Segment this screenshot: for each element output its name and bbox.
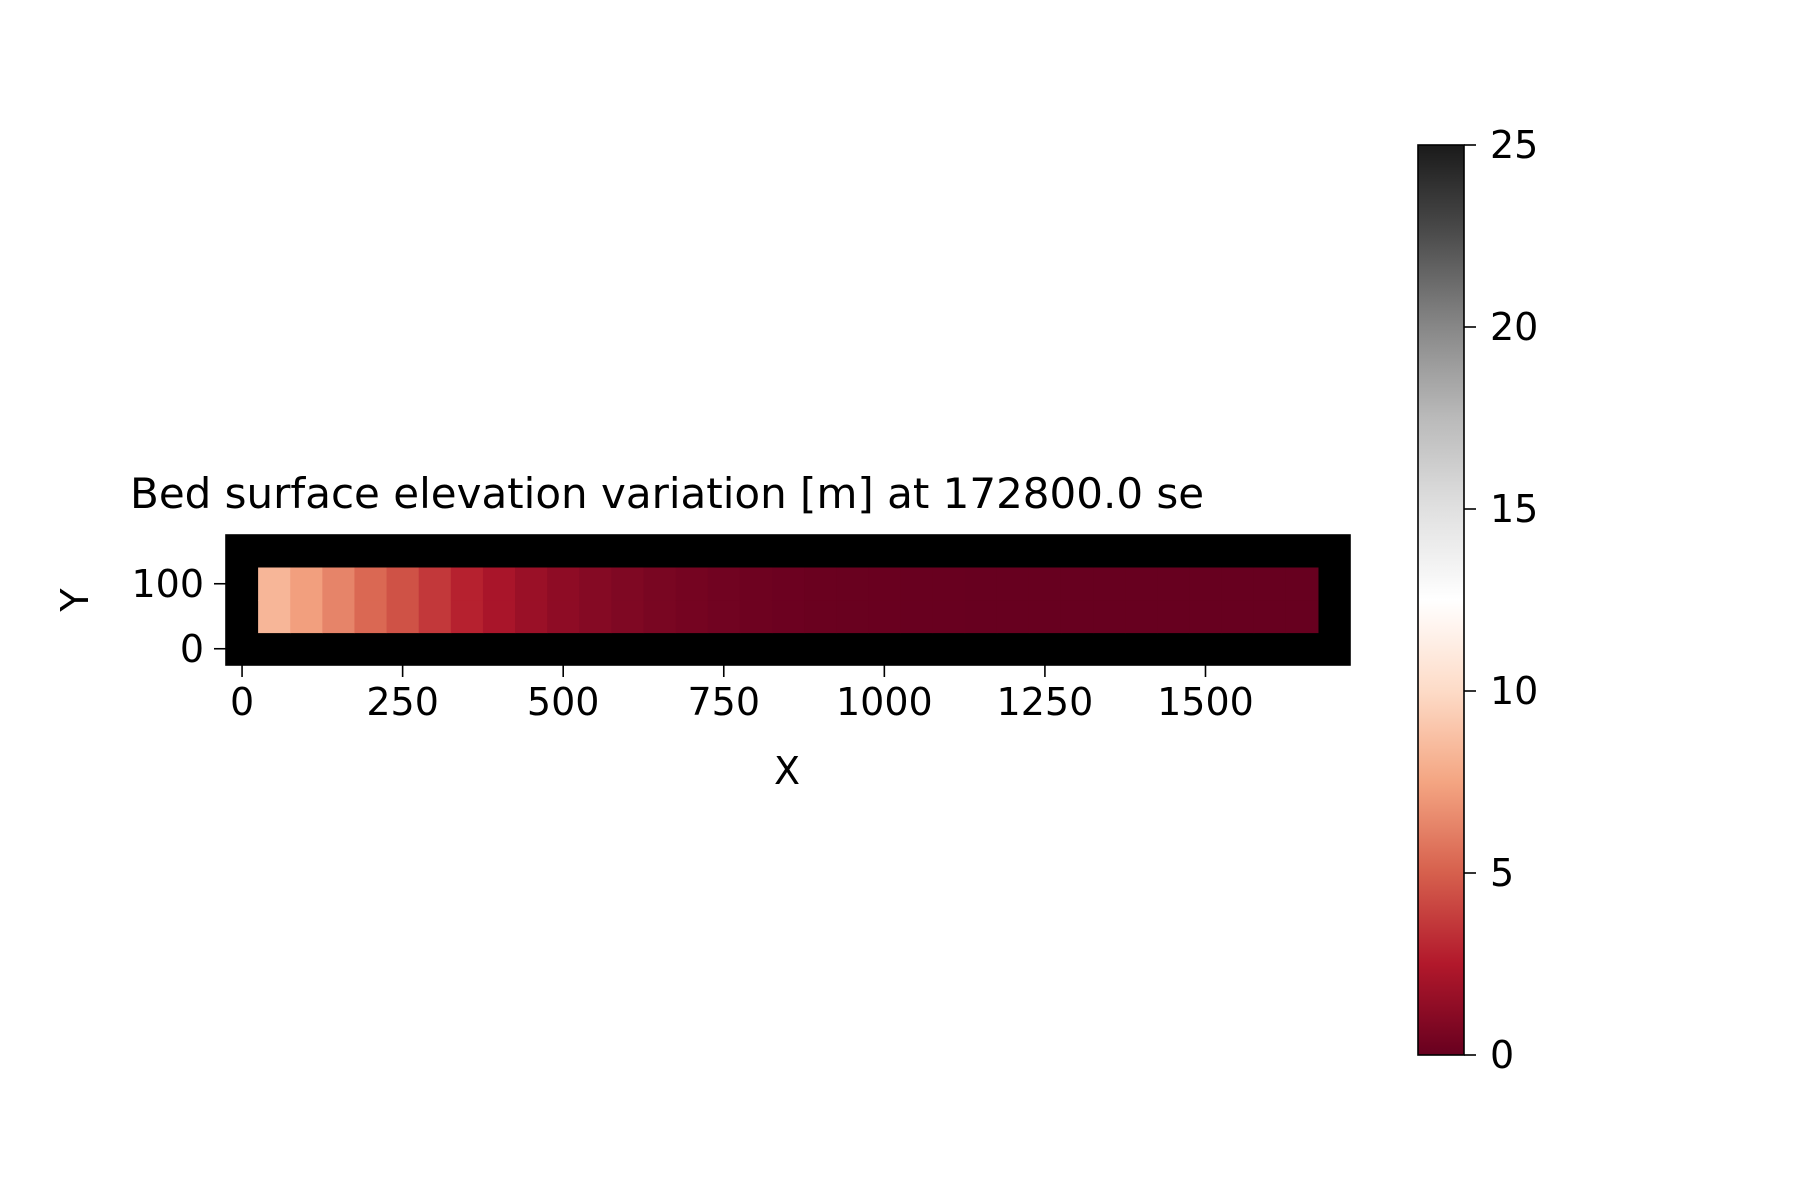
heatmap-cell — [804, 567, 837, 601]
x-axis: 0 250 500 750 1000 1250 1500 — [230, 665, 1254, 724]
heatmap-cell — [1093, 600, 1126, 634]
heatmap-cell — [1285, 600, 1319, 634]
colorbar-tick-label: 0 — [1490, 1033, 1514, 1077]
heatmap-cell — [868, 567, 901, 601]
heatmap-cell — [739, 600, 773, 634]
heatmap-cell — [1125, 600, 1158, 634]
colorbar-tick-label: 10 — [1490, 669, 1538, 713]
heatmap-cell — [932, 567, 966, 601]
heatmap-cell — [675, 600, 709, 634]
heatmap-cell — [643, 567, 677, 601]
heatmap-cell — [675, 567, 709, 601]
heatmap-cell — [1189, 567, 1223, 601]
heatmap-cell — [1157, 567, 1191, 601]
heatmap-cell — [771, 567, 805, 601]
heatmap-cell — [1060, 600, 1094, 634]
plot-area — [225, 534, 1351, 666]
heatmap-cell — [547, 600, 580, 634]
heatmap-cell — [418, 600, 452, 634]
heatmap-cell — [482, 600, 516, 634]
heatmap-cell — [258, 567, 291, 601]
colorbar-bar — [1417, 144, 1465, 1056]
heatmap-cell — [354, 600, 388, 634]
heatmap-cell — [996, 600, 1030, 634]
heatmap-cell — [1157, 600, 1191, 634]
heatmap-cell — [868, 600, 901, 634]
heatmap-cell — [386, 600, 420, 634]
heatmap-cell — [547, 567, 580, 601]
heatmap-cell — [515, 567, 548, 601]
y-tick-label: 100 — [131, 562, 204, 606]
heatmap-cell — [482, 567, 516, 601]
x-tick-label: 1250 — [997, 680, 1094, 724]
heatmap-cell — [290, 600, 323, 634]
heatmap-cell — [900, 567, 934, 601]
heatmap-cell — [964, 567, 998, 601]
heatmap-cell — [804, 600, 837, 634]
heatmap-cell — [418, 567, 452, 601]
colorbar-tick-label: 20 — [1490, 305, 1538, 349]
heatmap-cell — [836, 600, 869, 634]
heatmap-cell — [579, 567, 612, 601]
heatmap-cell — [579, 600, 612, 634]
heatmap-cell — [739, 567, 773, 601]
heatmap-cell — [450, 567, 484, 601]
x-tick-label: 1000 — [836, 680, 933, 724]
heatmap-cell — [643, 600, 677, 634]
heatmap-cell — [611, 600, 645, 634]
colorbar-tick-label: 5 — [1490, 851, 1514, 895]
x-axis-label: X — [774, 749, 800, 793]
heatmap-cell — [1253, 600, 1287, 634]
colorbar-tick-label: 25 — [1490, 123, 1538, 167]
x-tick-label: 500 — [527, 680, 600, 724]
heatmap-cell — [707, 567, 741, 601]
chart-title: Bed surface elevation variation [m] at 1… — [130, 469, 1204, 518]
heatmap-cell — [1028, 600, 1062, 634]
heatmap-cell — [836, 567, 869, 601]
heatmap-cell — [1189, 600, 1223, 634]
heatmap-cell — [1093, 567, 1126, 601]
x-tick-label: 0 — [230, 680, 254, 724]
y-tick-label: 0 — [180, 627, 204, 671]
heatmap-cell — [771, 600, 805, 634]
colorbar-tick-label: 15 — [1490, 487, 1538, 531]
heatmap-cell — [1221, 567, 1255, 601]
heatmap-cell — [1028, 567, 1062, 601]
heatmap-cell — [1125, 567, 1158, 601]
heatmap-cell — [996, 567, 1030, 601]
heatmap-cell — [322, 567, 356, 601]
heatmap-cell — [450, 600, 484, 634]
heatmap-cell — [900, 600, 934, 634]
heatmap-cell — [964, 600, 998, 634]
heatmap-cell — [1060, 567, 1094, 601]
heatmap-cell — [707, 600, 741, 634]
x-tick-label: 750 — [688, 680, 761, 724]
heatmap-cell — [290, 567, 323, 601]
colorbar: 0 5 10 15 20 25 — [1417, 123, 1538, 1077]
heatmap-cell — [386, 567, 420, 601]
heatmap-cell — [354, 567, 388, 601]
heatmap-cell — [611, 567, 645, 601]
heatmap-cell — [515, 600, 548, 634]
x-tick-label: 1500 — [1157, 680, 1254, 724]
heatmap-cell — [258, 600, 291, 634]
heatmap-cell — [1221, 600, 1255, 634]
heatmap-cell — [1253, 567, 1287, 601]
x-tick-label: 250 — [366, 680, 439, 724]
plot-frame — [225, 534, 1351, 666]
heatmap-cell — [322, 600, 356, 634]
heatmap-cell — [1285, 567, 1319, 601]
y-axis-label: Y — [53, 588, 97, 613]
heatmap-cell — [932, 600, 966, 634]
